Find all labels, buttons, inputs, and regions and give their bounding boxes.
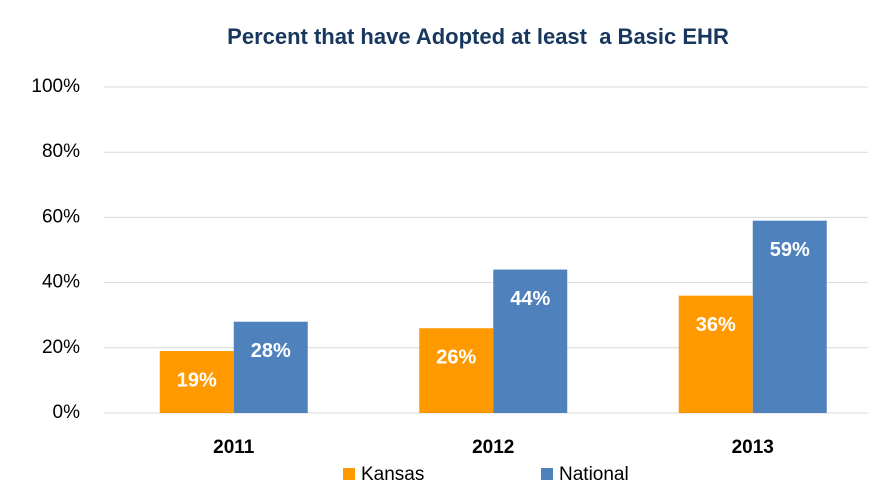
data-label: 59%	[770, 239, 810, 261]
data-label: 19%	[177, 369, 217, 391]
bar	[233, 321, 308, 413]
bar	[752, 220, 827, 413]
legend-label: National	[559, 464, 629, 485]
x-tick-label: 2011	[213, 437, 255, 458]
y-tick-label: 100%	[31, 76, 80, 97]
y-tick-label: 60%	[42, 206, 80, 227]
y-tick-label: 40%	[42, 272, 80, 293]
data-label: 36%	[696, 314, 736, 336]
bar	[419, 328, 494, 413]
y-tick-label: 0%	[53, 402, 81, 423]
legend-label: Kansas	[361, 464, 424, 485]
legend-swatch	[343, 468, 355, 480]
legend-swatch	[541, 468, 553, 480]
x-tick-label: 2013	[732, 437, 774, 458]
x-tick-label: 2012	[472, 437, 514, 458]
data-label: 28%	[251, 340, 291, 362]
bar	[493, 269, 568, 413]
y-tick-label: 80%	[42, 141, 80, 162]
chart-title: Percent that have Adopted at least a Bas…	[227, 24, 729, 49]
data-label: 44%	[510, 288, 550, 310]
bar	[159, 351, 234, 413]
bar	[678, 295, 753, 413]
data-label: 26%	[436, 347, 476, 369]
y-tick-label: 20%	[42, 337, 80, 358]
